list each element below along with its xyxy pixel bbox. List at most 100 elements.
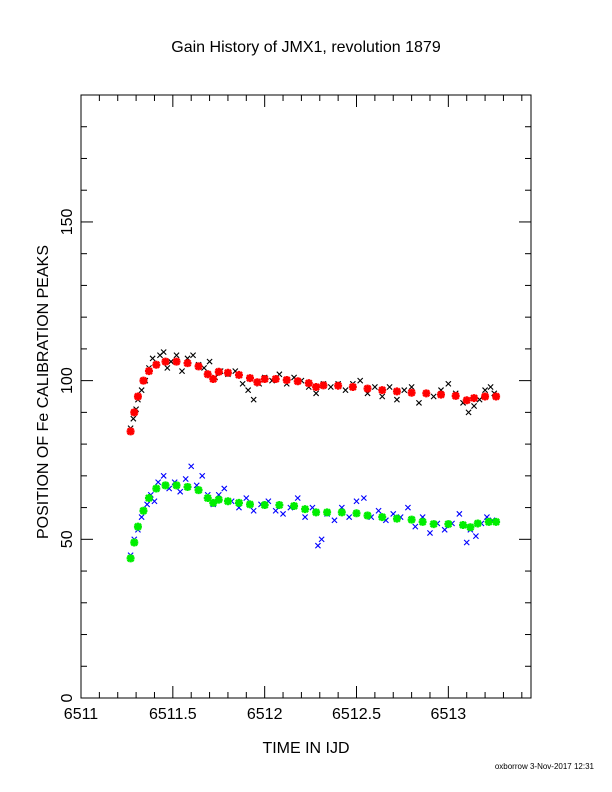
fit-point bbox=[334, 381, 343, 390]
data-point bbox=[415, 399, 422, 406]
data-point bbox=[426, 529, 433, 536]
plot-frame bbox=[80, 94, 532, 699]
fit-point bbox=[418, 517, 427, 526]
fit-point bbox=[260, 501, 269, 510]
fit-point bbox=[161, 357, 170, 366]
fit-point bbox=[363, 511, 372, 520]
data-point bbox=[342, 387, 349, 394]
fit-point bbox=[293, 377, 302, 386]
data-point bbox=[144, 501, 151, 508]
fit-point bbox=[214, 367, 223, 376]
data-points bbox=[126, 349, 501, 563]
axis-tick-labels: 6511 6511.5 6512 6512.5 6513 0 50 100 150 bbox=[59, 209, 466, 723]
data-point bbox=[168, 358, 174, 365]
data-point bbox=[130, 415, 137, 422]
y-axis-label: POSITION OF Fe CALIBRATION PEAKS bbox=[35, 245, 52, 539]
fit-point bbox=[407, 515, 416, 524]
data-point bbox=[302, 514, 309, 521]
fit-point bbox=[407, 388, 416, 397]
data-point bbox=[313, 390, 320, 397]
data-point bbox=[412, 523, 419, 530]
data-point bbox=[472, 533, 479, 540]
fit-point bbox=[392, 514, 401, 523]
data-point bbox=[199, 472, 206, 479]
fit-point bbox=[462, 396, 471, 405]
series-2 bbox=[127, 463, 496, 559]
data-point bbox=[487, 383, 494, 390]
data-point bbox=[465, 409, 472, 416]
data-point bbox=[250, 396, 257, 403]
fit-point bbox=[144, 367, 153, 376]
fit-point bbox=[337, 508, 346, 517]
fit-point bbox=[223, 368, 232, 377]
fit-point bbox=[161, 481, 170, 490]
fit-point bbox=[139, 376, 148, 385]
fit-point bbox=[484, 517, 493, 526]
x-tick-label: 6512.5 bbox=[332, 706, 381, 723]
series-0 bbox=[127, 349, 498, 432]
fit-point bbox=[466, 523, 475, 532]
data-point bbox=[353, 498, 360, 505]
data-point bbox=[206, 358, 213, 365]
fit-point bbox=[133, 522, 142, 531]
fit-point bbox=[203, 494, 212, 503]
fit-point bbox=[223, 497, 232, 506]
fit-point bbox=[319, 381, 328, 390]
fit-point bbox=[209, 498, 218, 507]
fit-point bbox=[253, 378, 262, 387]
fit-point bbox=[183, 482, 192, 491]
data-point bbox=[182, 476, 189, 483]
series-1 bbox=[126, 357, 501, 436]
data-point bbox=[318, 536, 325, 543]
fit-point bbox=[234, 498, 243, 507]
fit-point bbox=[459, 521, 468, 530]
fit-point bbox=[352, 509, 361, 518]
fit-point bbox=[152, 360, 161, 369]
fit-point bbox=[301, 505, 310, 514]
fit-point bbox=[271, 375, 280, 384]
data-point bbox=[386, 383, 393, 390]
data-point bbox=[375, 507, 382, 514]
data-point bbox=[138, 387, 145, 394]
data-point bbox=[408, 383, 415, 390]
y-tick-label: 0 bbox=[59, 693, 76, 702]
fit-point bbox=[282, 375, 291, 384]
data-point bbox=[250, 507, 257, 514]
footer-stamp: oxborrow 3-Nov-2017 12:31 bbox=[495, 762, 595, 771]
data-point bbox=[151, 498, 158, 505]
data-point bbox=[357, 377, 364, 384]
data-point bbox=[471, 403, 478, 410]
y-tick-label: 50 bbox=[59, 530, 76, 548]
fit-point bbox=[392, 387, 401, 396]
fit-point bbox=[481, 392, 490, 401]
data-point bbox=[393, 396, 400, 403]
data-point bbox=[463, 539, 470, 546]
fit-point bbox=[209, 375, 218, 384]
fit-point bbox=[473, 519, 482, 528]
fit-point bbox=[172, 481, 181, 490]
fit-point bbox=[312, 508, 321, 517]
fit-point bbox=[130, 538, 139, 547]
data-point bbox=[149, 355, 156, 362]
data-point bbox=[188, 463, 195, 470]
fit-point bbox=[144, 494, 153, 503]
x-tick-label: 6512 bbox=[247, 706, 283, 723]
fit-point bbox=[437, 390, 445, 399]
fit-point bbox=[378, 386, 387, 395]
data-point bbox=[327, 383, 334, 390]
data-point bbox=[160, 349, 167, 356]
data-point bbox=[482, 387, 489, 394]
data-point bbox=[445, 380, 452, 387]
fit-point bbox=[152, 484, 161, 493]
data-point bbox=[401, 387, 408, 394]
data-point bbox=[346, 514, 353, 521]
fit-point bbox=[378, 513, 387, 522]
fit-point bbox=[260, 375, 269, 384]
fit-point bbox=[203, 370, 212, 379]
data-point bbox=[160, 472, 167, 479]
fit-point bbox=[126, 427, 135, 436]
y-tick-label: 150 bbox=[59, 209, 76, 236]
fit-point bbox=[245, 500, 254, 509]
fit-point bbox=[492, 517, 501, 526]
